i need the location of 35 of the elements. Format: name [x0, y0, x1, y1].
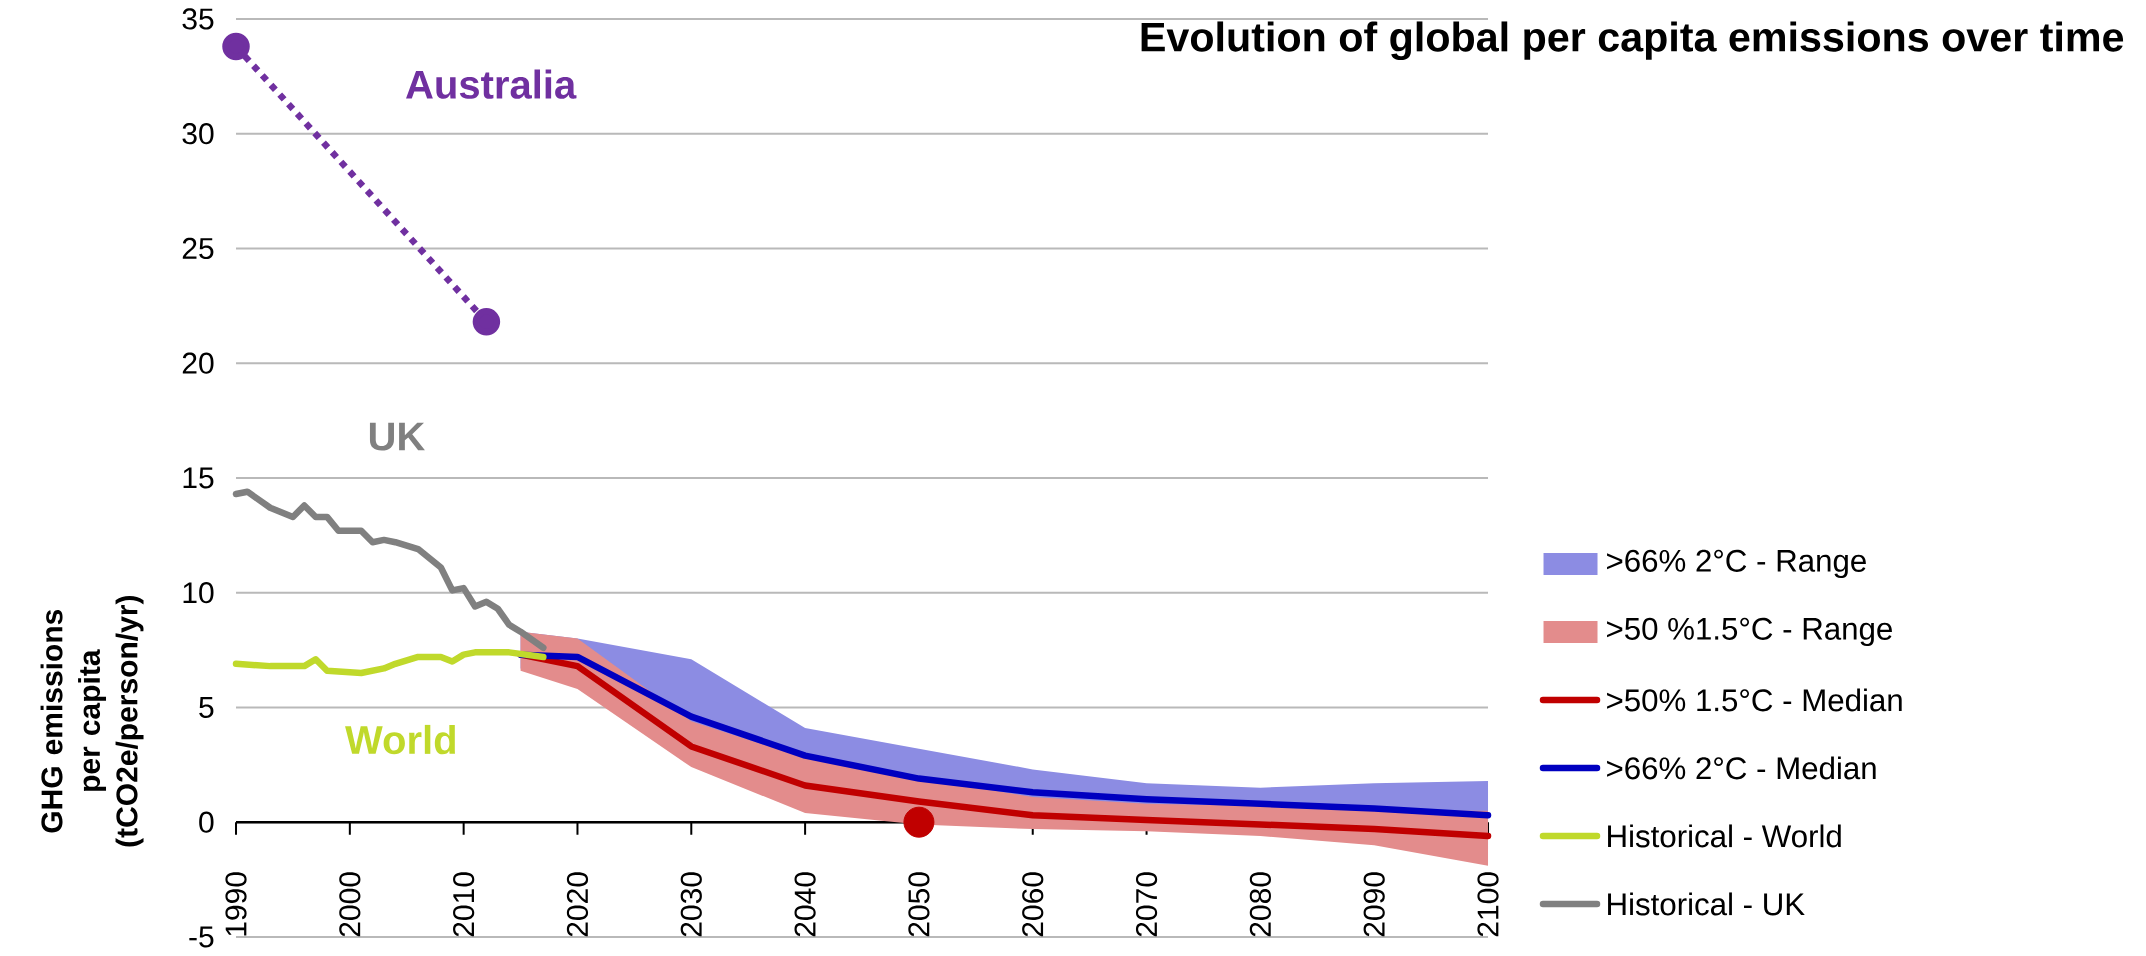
x-tick-label: 2030 [680, 872, 702, 937]
x-tick-label: 2040 [794, 872, 816, 937]
x-tick-label: 2010 [453, 872, 475, 937]
y-tick-label: 10 [183, 582, 214, 604]
point [222, 32, 250, 61]
x-tick-label: 2060 [1022, 872, 1044, 937]
y-tick-label: 0 [199, 811, 214, 833]
annotation: World [345, 725, 455, 755]
y-tick-label: 15 [183, 467, 214, 489]
point [472, 308, 501, 336]
x-tick-label: 2050 [908, 872, 930, 937]
x-tick-label: 2090 [1363, 872, 1385, 937]
x-tick-label: 2000 [339, 872, 361, 937]
legend-label: >66% 2°C - Median [1607, 756, 1876, 780]
text: >50 %1.5°C - Range [1607, 617, 1892, 647]
x-tick-label: 2100 [1477, 872, 1499, 937]
y-tick-label: 30 [182, 123, 214, 145]
x-tick-label: 1990 [225, 872, 247, 936]
x-tick-label: 2020 [566, 872, 589, 937]
annotation: UK [369, 422, 425, 451]
y-tick-label: 35 [182, 8, 214, 30]
text: Evolution of global per capita emissions over time [1141, 21, 2124, 61]
y-axis-title: GHG emissions per capita (tCO2e/person/yr) [40, 596, 144, 847]
y-tick-label: 5 [199, 697, 214, 719]
text: Australia [406, 69, 577, 99]
point [903, 806, 935, 838]
y-tick-label: -5 [189, 926, 214, 948]
y-tick-label: 25 [182, 237, 214, 260]
legend-label: Historical - World [1608, 824, 1841, 848]
x-tick-label: 2080 [1249, 872, 1271, 937]
y-tick-label: 20 [182, 352, 214, 374]
legend-label: Historical - UK [1608, 892, 1805, 916]
text: >66% 2°C - Range [1607, 549, 1866, 579]
x-tick-label: 2070 [1135, 872, 1158, 937]
legend-label: >50% 1.5°C - Median [1607, 688, 1902, 712]
